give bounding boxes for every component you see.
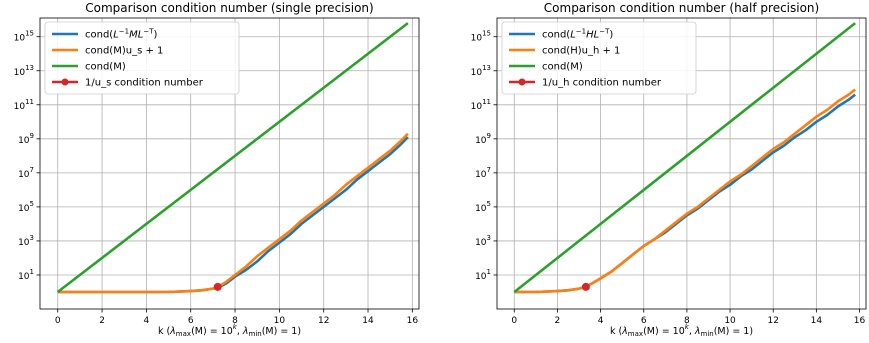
legend: cond(L−1HL−T) cond(H)u_h + 1 cond(M) 1/u_h … (501, 21, 697, 95)
y-tick-label: 101 (18, 268, 34, 282)
y-tick-label: 109 (18, 132, 34, 146)
plot-frame (39, 17, 420, 310)
x-tick-label: 6 (641, 316, 647, 326)
y-tick-label: 101 (475, 268, 491, 282)
x-tick-label: 14 (362, 316, 374, 326)
legend-label: cond(L−1HL−T) (542, 28, 613, 41)
x-tick-label: 8 (684, 316, 690, 326)
x-tick-label: 0 (55, 316, 61, 326)
y-tick-label: 1015 (471, 30, 491, 44)
chart-panel-1: Comparison condition number (single prec… (14, 1, 420, 338)
legend: cond(L−1ML−T) cond(M)u_s + 1 cond(M) 1/u_s … (44, 21, 240, 95)
y-tick-label: 1011 (471, 98, 491, 112)
x-tick-label: 14 (811, 316, 823, 326)
y-tick-label: 109 (475, 132, 491, 146)
series-line-2 (514, 88, 857, 294)
marker-point (213, 282, 222, 291)
y-tick-label: 1013 (14, 64, 34, 78)
chart-title: Comparison condition number (single prec… (85, 1, 373, 15)
y-tick-label: 107 (18, 166, 34, 180)
x-tick-label: 12 (767, 316, 778, 326)
series-line-3 (56, 22, 409, 294)
legend-label: cond(M) (542, 62, 583, 73)
y-tick-label: 105 (18, 200, 34, 214)
x-tick-label: 4 (598, 316, 604, 326)
y-tick-label: 1015 (14, 30, 34, 44)
x-tick-label: 2 (555, 316, 561, 326)
legend-marker (61, 78, 69, 86)
legend-label: cond(L−1ML−T) (85, 28, 157, 41)
series-line-2 (57, 132, 409, 294)
legend-label: cond(M)u_s + 1 (85, 46, 163, 57)
legend-label: cond(H)u_h + 1 (542, 46, 620, 57)
x-tick-label: 4 (144, 316, 150, 326)
x-tick-label: 12 (318, 316, 329, 326)
legend-label: 1/u_h condition number (542, 78, 662, 89)
x-tick-label: 0 (511, 316, 517, 326)
marker-point (581, 282, 590, 291)
x-axis-label: k (λmax(M) = 10k, λmin(M) = 1) (158, 323, 301, 338)
chart-title: Comparison condition number (half precis… (544, 1, 819, 15)
y-tick-label: 1013 (471, 64, 491, 78)
x-tick-label: 10 (274, 316, 286, 326)
x-axis-label: k (λmax(M) = 10k, λmin(M) = 1) (610, 323, 753, 338)
legend-box (44, 21, 240, 95)
y-tick-label: 103 (18, 234, 34, 248)
legend-label: 1/u_s condition number (85, 78, 204, 89)
x-tick-label: 8 (232, 316, 238, 326)
x-tick-label: 16 (854, 316, 866, 326)
y-tick-label: 105 (475, 200, 491, 214)
y-tick-label: 103 (475, 234, 491, 248)
plot-frame (496, 17, 867, 310)
x-tick-label: 10 (724, 316, 736, 326)
x-tick-label: 6 (188, 316, 194, 326)
series-line-3 (513, 22, 857, 294)
y-tick-label: 1011 (14, 98, 34, 112)
y-tick-label: 107 (475, 166, 491, 180)
series-line-1 (57, 136, 409, 294)
legend-marker (518, 78, 526, 86)
x-tick-label: 16 (407, 316, 419, 326)
legend-box (501, 21, 697, 95)
chart-panel-2: Comparison condition number (half precis… (471, 1, 867, 338)
legend-label: cond(M) (85, 62, 126, 73)
x-tick-label: 2 (99, 316, 105, 326)
series-line-1 (514, 93, 857, 294)
